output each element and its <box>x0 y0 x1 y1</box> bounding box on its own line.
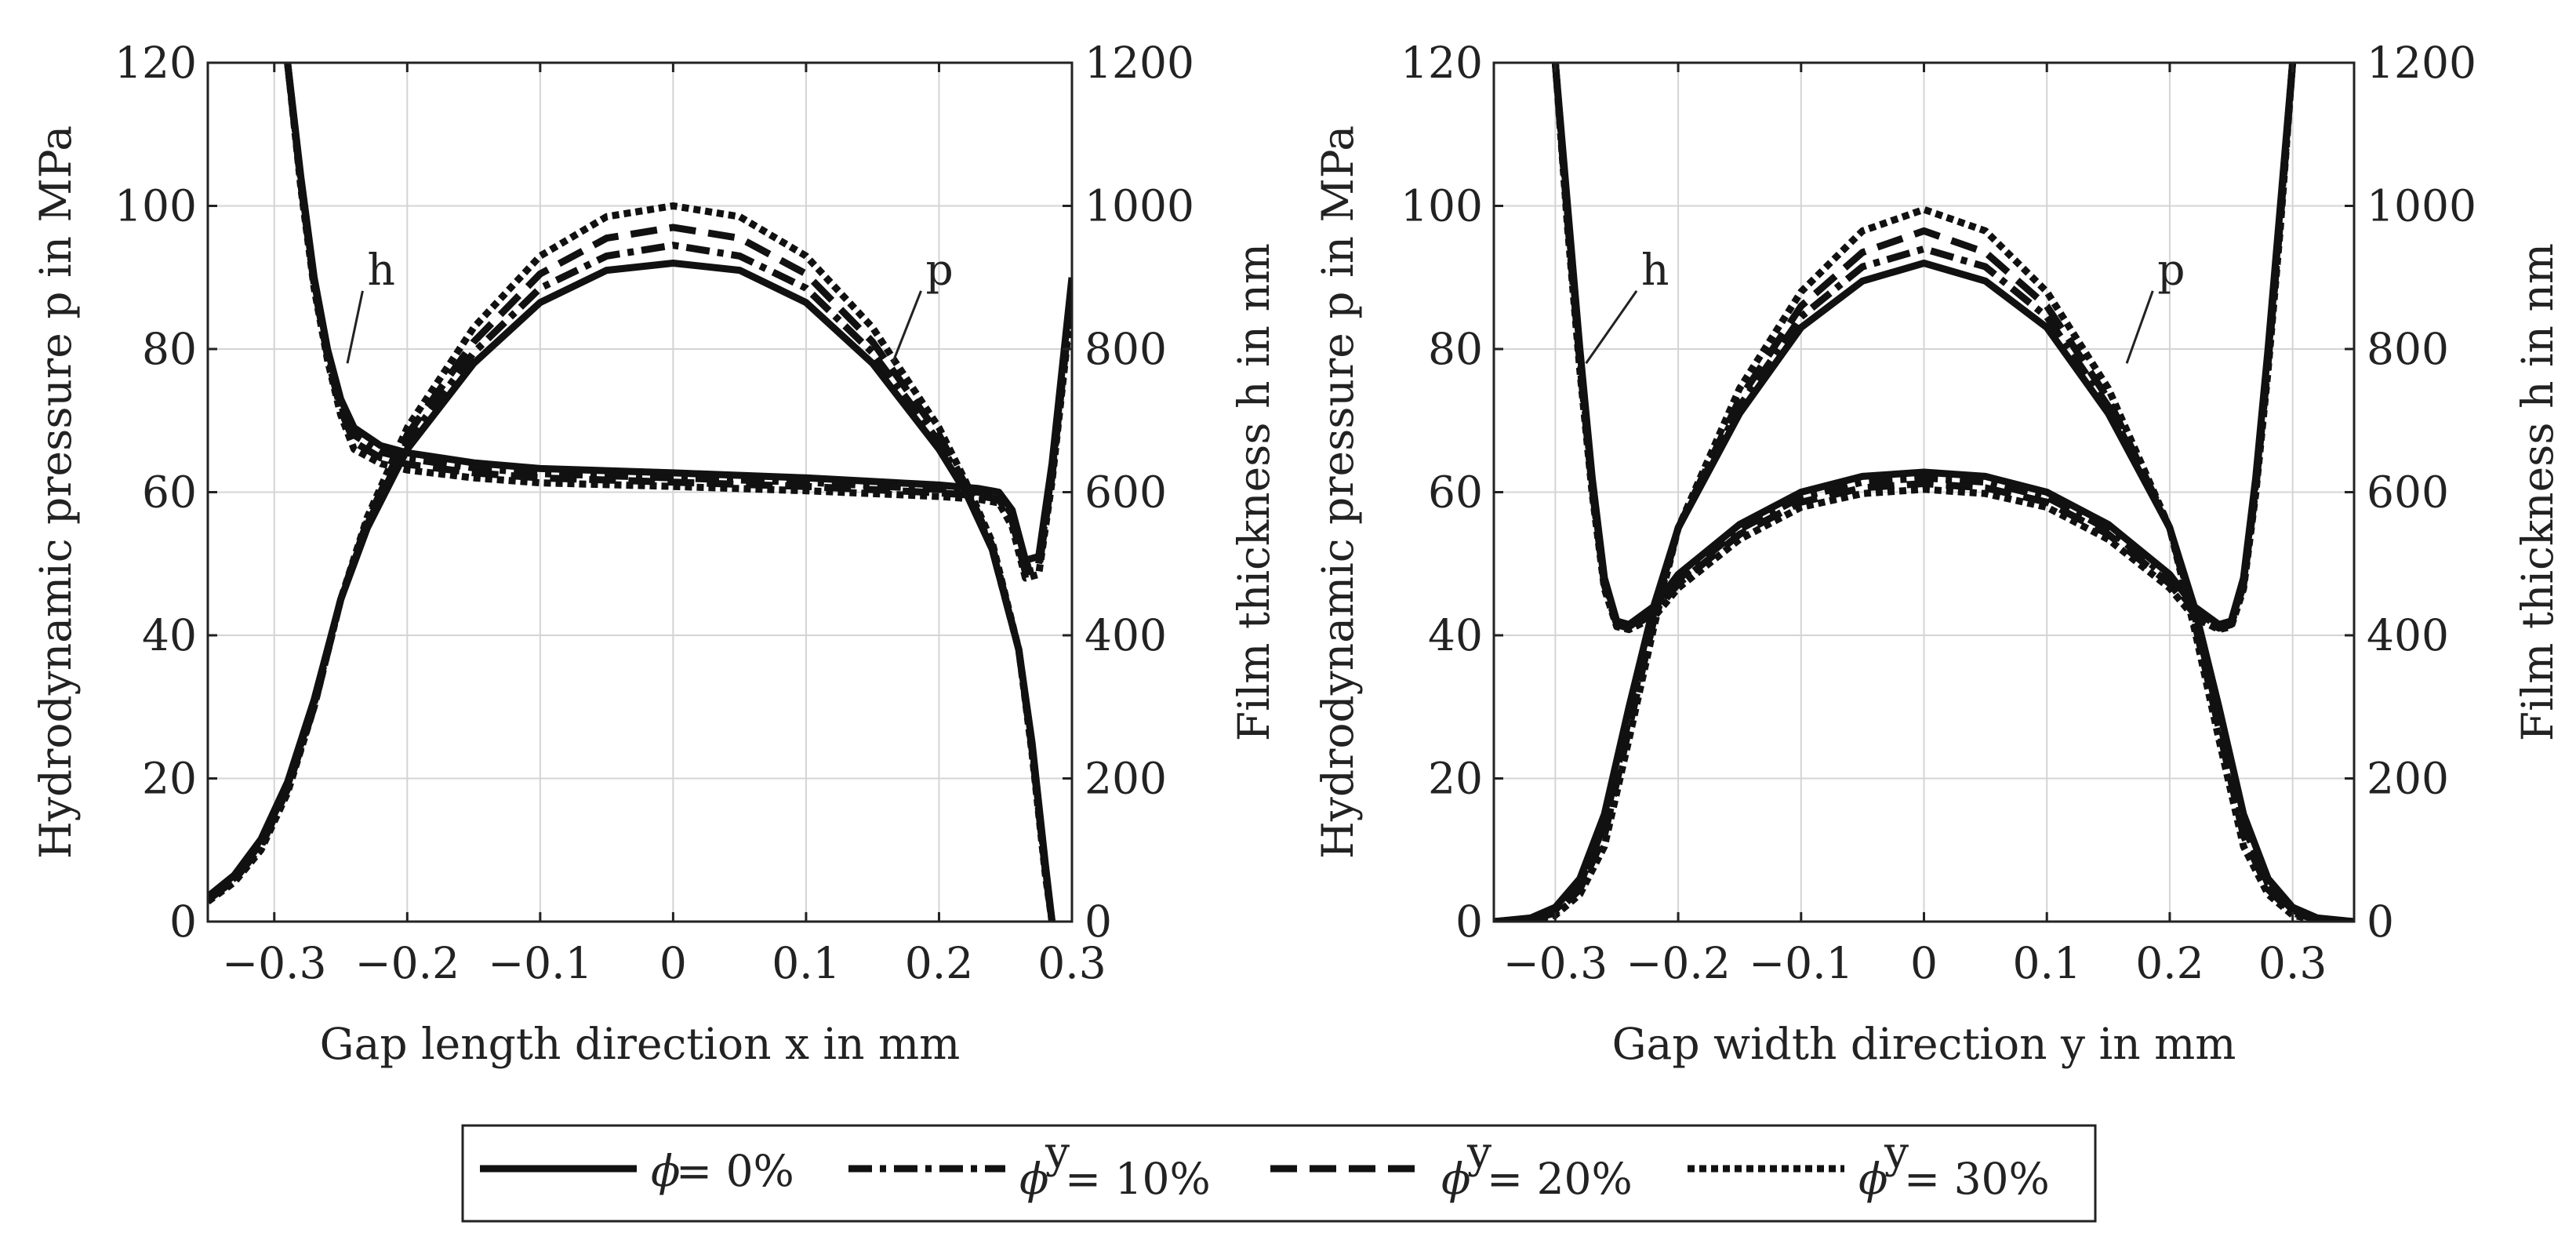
legend-entry-0: ϕ = 0% <box>480 1146 794 1196</box>
legend-sup-3: y <box>1884 1127 1909 1177</box>
y-axis-label-right: Film thickness h in nm <box>1229 243 1279 741</box>
annotation-leader <box>891 290 922 364</box>
legend-sup-2: y <box>1466 1127 1491 1177</box>
y-tick-label-left: 60 <box>142 467 197 518</box>
y-tick-label-left: 100 <box>114 181 197 231</box>
series-line-h-dashed <box>284 63 1072 576</box>
x-tick-label: −0.3 <box>222 938 327 988</box>
x-tick-label: 0 <box>1910 938 1938 988</box>
x-tick-label: −0.2 <box>1626 938 1731 988</box>
plot-right-gap-width: −0.3 −0.2 −0.1 0 0.1 0.2 0.3020406080100120020… <box>1313 38 2563 1069</box>
x-tick-label: −0.1 <box>1749 938 1854 988</box>
x-tick-label: −0.3 <box>1503 938 1608 988</box>
legend-label-3: ϕ <box>1858 1154 1888 1204</box>
y-axis-label-left: Hydrodynamic pressure p in MPa <box>31 125 81 859</box>
y-tick-label-left: 60 <box>1428 467 1483 518</box>
legend-entry-2: ϕ y = 20% <box>1270 1127 1633 1204</box>
x-tick-label: 0.3 <box>1037 938 1106 988</box>
legend-label-2: ϕ <box>1441 1154 1471 1204</box>
x-tick-label: −0.1 <box>488 938 593 988</box>
x-tick-label: 0.3 <box>2258 938 2327 988</box>
y-tick-label-right: 200 <box>2367 754 2449 804</box>
series-line-p-dashdot <box>208 242 1056 922</box>
x-tick-label: 0.2 <box>905 938 973 988</box>
annotation-leader <box>1585 290 1638 365</box>
y-tick-label-right: 1200 <box>2367 38 2476 88</box>
legend-suffix-1: = 10% <box>1065 1154 1211 1204</box>
legend-box <box>461 1124 2097 1223</box>
y-tick-label-right: 600 <box>2367 467 2449 518</box>
y-tick-label-right: 600 <box>1085 467 1167 518</box>
series-line-p-dashed <box>208 224 1056 922</box>
series-group <box>208 63 1072 922</box>
y-tick-label-left: 120 <box>114 38 197 88</box>
annotation-label-p: p <box>926 245 954 295</box>
legend-suffix-2: = 20% <box>1487 1154 1633 1204</box>
legend-sup-1: y <box>1045 1127 1070 1177</box>
y-tick-label-right: 400 <box>1085 610 1167 660</box>
y-tick-label-right: 400 <box>2367 610 2449 660</box>
annotation-label-p: p <box>2157 245 2185 295</box>
series-line-p-dotted <box>208 202 1056 922</box>
legend-label-0: ϕ <box>651 1146 681 1196</box>
y-tick-label-right: 1200 <box>1085 38 1194 88</box>
y-axis-label-right: Film thickness h in nm <box>2512 243 2563 741</box>
y-tick-label-left: 80 <box>1428 324 1483 374</box>
series-line-h-dotted <box>1551 63 2297 634</box>
series-line-p-dashed <box>1494 227 2354 922</box>
annotation-label-h: h <box>1641 245 1669 295</box>
annotation-leader <box>2125 290 2154 364</box>
y-tick-label-right: 800 <box>2367 324 2449 374</box>
y-tick-label-left: 0 <box>169 896 197 947</box>
series-line-h-dotted <box>284 63 1072 582</box>
plot-left-gap-length: −0.3 −0.2 −0.1 0 0.1 0.2 0.3020406080100120020… <box>31 38 1279 1069</box>
y-tick-label-left: 120 <box>1401 38 1483 88</box>
legend-suffix-3: = 30% <box>1904 1154 2050 1204</box>
x-tick-label: 0 <box>659 938 687 988</box>
y-tick-label-right: 0 <box>2367 896 2394 947</box>
series-group <box>1494 63 2354 922</box>
y-tick-label-left: 40 <box>142 610 197 660</box>
x-tick-label: 0.1 <box>2012 938 2080 988</box>
legend-entry-1: ϕ y = 10% <box>848 1127 1211 1204</box>
y-tick-label-right: 200 <box>1085 754 1167 804</box>
y-tick-label-left: 0 <box>1455 896 1483 947</box>
x-axis-label: Gap width direction y in mm <box>1612 1019 2236 1069</box>
series-line-p-dashdot <box>1494 245 2354 922</box>
series-line-h-dashed <box>1551 63 2297 632</box>
legend-suffix-0: = 0% <box>676 1146 794 1196</box>
y-tick-label-left: 100 <box>1401 181 1483 231</box>
y-tick-label-right: 1000 <box>2367 181 2476 231</box>
legend-entry-3: ϕ y = 30% <box>1688 1127 2050 1204</box>
legend: ϕ = 0% ϕ y = 10% ϕ y = 20% ϕ y = 30% <box>461 1124 2097 1223</box>
x-tick-label: 0.1 <box>772 938 840 988</box>
annotation-label-h: h <box>367 245 394 295</box>
x-tick-label: 0.2 <box>2135 938 2204 988</box>
series-line-p-dotted <box>1494 205 2354 922</box>
x-tick-label: −0.2 <box>355 938 460 988</box>
y-axis-label-left: Hydrodynamic pressure p in MPa <box>1313 125 1363 859</box>
legend-label-1: ϕ <box>1019 1154 1049 1204</box>
y-tick-label-right: 800 <box>1085 324 1167 374</box>
x-axis-label: Gap length direction x in mm <box>320 1019 961 1069</box>
y-tick-label-left: 20 <box>142 754 197 804</box>
y-tick-label-left: 20 <box>1428 754 1483 804</box>
annotation-leader <box>346 290 364 364</box>
y-tick-label-left: 80 <box>142 324 197 374</box>
y-tick-label-right: 0 <box>1085 896 1112 947</box>
y-tick-label-left: 40 <box>1428 610 1483 660</box>
y-tick-label-right: 1000 <box>1085 181 1194 231</box>
